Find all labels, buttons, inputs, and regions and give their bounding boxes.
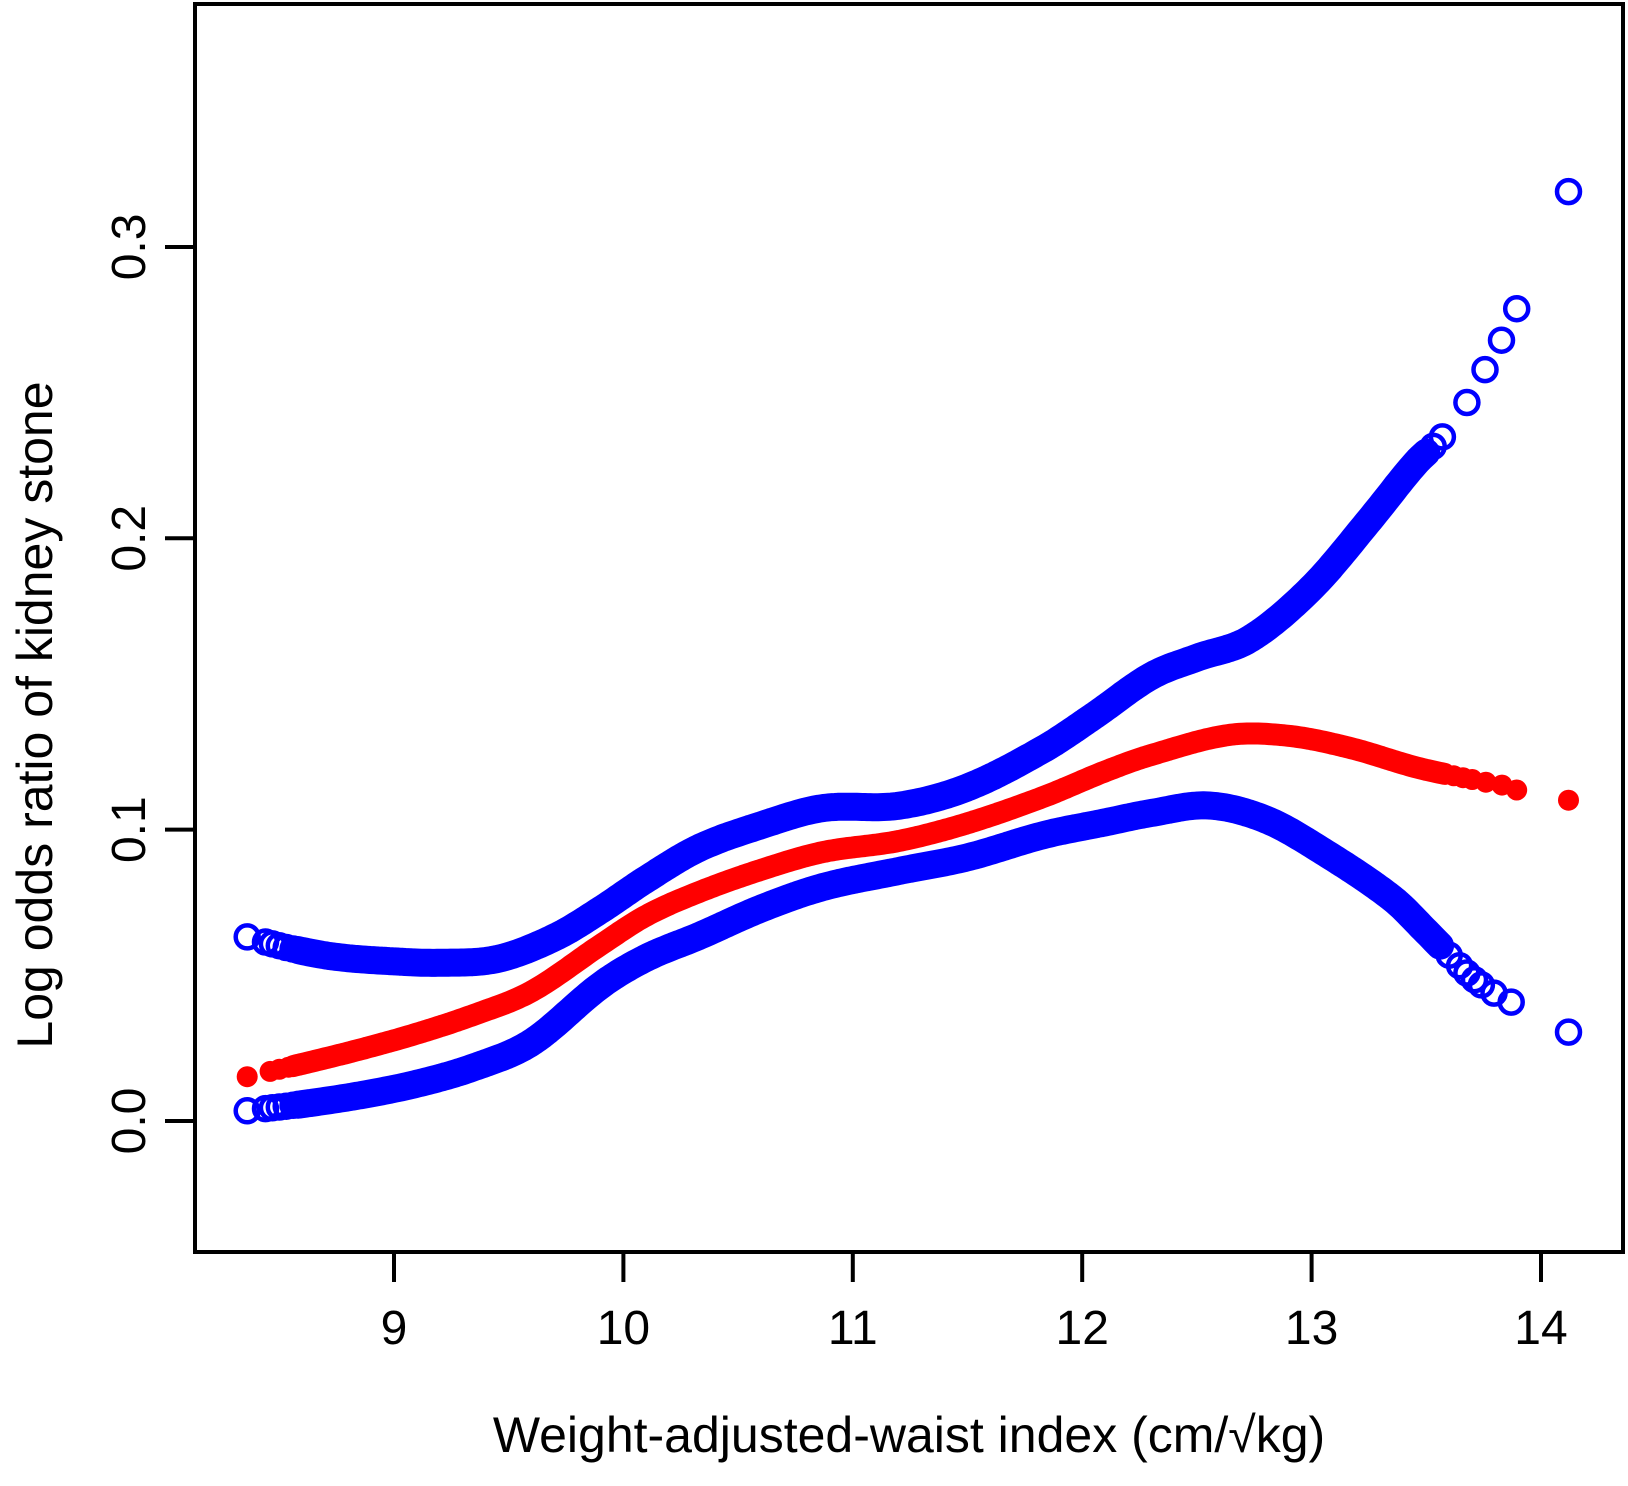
- x-axis-ticks: 9 10 11 12 13 14: [381, 1252, 1568, 1355]
- data-point-estimate: [278, 1056, 299, 1078]
- series-upper-confidence-band: [233, 177, 1583, 977]
- data-point-upper-confidence-band: [1471, 355, 1499, 384]
- data-point-lower-confidence-band: [1497, 988, 1525, 1016]
- data-point-upper-confidence-band: [1487, 326, 1516, 354]
- y-tick-label: 0.1: [103, 796, 156, 863]
- data-point-lower-confidence-band: [279, 1091, 307, 1120]
- plot-box: [193, 2, 1625, 1254]
- data-point-upper-confidence-band: [1453, 388, 1481, 417]
- x-tick-label: 11: [828, 1302, 878, 1355]
- data-point-lower-confidence-band: [1445, 951, 1474, 980]
- y-axis-ticks: 0.0 0.1 0.2 0.3: [103, 214, 195, 1155]
- y-tick-label: 0.2: [103, 505, 156, 572]
- y-tick-label: 0.0: [103, 1088, 156, 1155]
- series-layer: [233, 177, 1583, 1125]
- data-point-lower-confidence-band: [233, 1097, 261, 1125]
- data-point-upper-confidence-band: [1554, 177, 1583, 206]
- y-axis-title: Log odds ratio of kidney stone: [7, 381, 63, 1048]
- x-tick-label: 13: [1285, 1302, 1338, 1355]
- data-point-estimate: [236, 1066, 258, 1088]
- series-estimate: [236, 722, 1579, 1088]
- series-lower-confidence-band: [233, 791, 1583, 1125]
- x-tick-label: 10: [597, 1302, 650, 1355]
- data-point-estimate: [1475, 771, 1497, 793]
- data-point-upper-confidence-band: [279, 935, 307, 963]
- data-point-estimate: [1506, 779, 1528, 801]
- dense-band-lower-confidence-band: [283, 791, 1455, 1119]
- data-point-estimate: [1558, 789, 1579, 811]
- data-point-upper-confidence-band: [1428, 423, 1457, 451]
- x-tick-label: 12: [1056, 1302, 1109, 1355]
- dense-band-upper-confidence-band: [283, 438, 1441, 977]
- x-axis-title: Weight-adjusted-waist index (cm/√kg): [493, 1407, 1325, 1463]
- data-point-upper-confidence-band: [233, 923, 261, 951]
- x-tick-label: 9: [381, 1302, 408, 1355]
- y-tick-label: 0.3: [103, 214, 156, 281]
- dense-band-estimate: [282, 722, 1456, 1078]
- data-point-lower-confidence-band: [1554, 1018, 1583, 1046]
- data-point-upper-confidence-band: [1502, 294, 1531, 323]
- x-tick-label: 14: [1514, 1302, 1567, 1355]
